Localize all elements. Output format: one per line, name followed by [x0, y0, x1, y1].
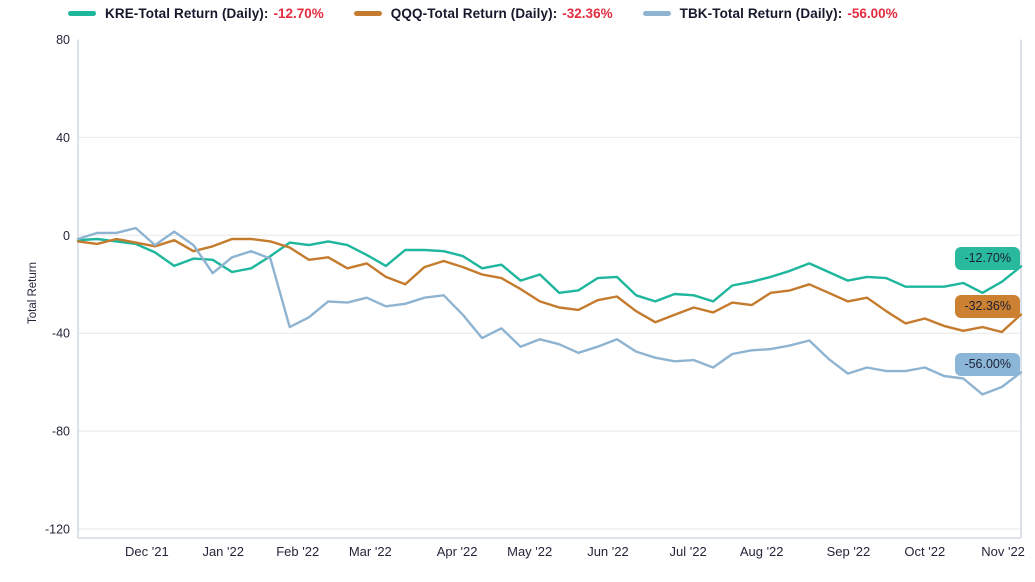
end-value-badge-qqq: -32.36%: [955, 295, 1020, 318]
legend-value-tbk: -56.00%: [847, 6, 898, 21]
legend-item-qqq[interactable]: QQQ-Total Return (Daily): -32.36%: [353, 6, 613, 21]
end-value-badge-kre: -12.70%: [955, 247, 1020, 270]
tbk-series-swatch-icon: [642, 11, 671, 16]
x-tick-label: Apr '22: [437, 544, 478, 559]
x-tick-label: Nov '22: [981, 544, 1025, 559]
x-tick-label: Oct '22: [904, 544, 945, 559]
x-tick-label: Jun '22: [587, 544, 629, 559]
legend-value-kre: -12.70%: [273, 6, 324, 21]
y-axis-title: Total Return: [27, 261, 39, 325]
x-tick-label: Sep '22: [827, 544, 871, 559]
legend-label-tbk: TBK-Total Return (Daily):: [679, 6, 843, 21]
y-tick-label: -40: [52, 327, 70, 341]
y-tick-label: 0: [63, 229, 70, 243]
qqq-series-swatch-icon: [353, 11, 382, 16]
x-tick-label: May '22: [507, 544, 552, 559]
y-tick-label: -120: [45, 523, 70, 537]
series-line-qqq[interactable]: [76, 237, 1023, 334]
x-tick-label: Feb '22: [276, 544, 319, 559]
legend-item-tbk[interactable]: TBK-Total Return (Daily): -56.00%: [642, 6, 898, 21]
y-tick-label: 40: [56, 131, 70, 145]
legend-label-qqq: QQQ-Total Return (Daily):: [390, 6, 558, 21]
x-tick-label: Mar '22: [349, 544, 392, 559]
y-tick-label: -80: [52, 425, 70, 439]
x-tick-label: Jan '22: [202, 544, 244, 559]
x-tick-label: Dec '21: [125, 544, 169, 559]
end-value-badge-tbk: -56.00%: [955, 353, 1020, 376]
series-line-tbk[interactable]: [76, 226, 1023, 396]
legend-item-kre[interactable]: KRE-Total Return (Daily): -12.70%: [68, 6, 324, 21]
legend-label-kre: KRE-Total Return (Daily):: [105, 6, 269, 21]
legend-value-qqq: -32.36%: [562, 6, 613, 21]
kre-series-swatch-icon: [68, 11, 96, 16]
series-line-kre[interactable]: [76, 237, 1023, 303]
x-tick-label: Jul '22: [670, 544, 707, 559]
x-tick-label: Aug '22: [740, 544, 784, 559]
chart-legend: KRE-Total Return (Daily): -12.70% QQQ-To…: [68, 6, 898, 21]
y-tick-label: 80: [56, 33, 70, 47]
